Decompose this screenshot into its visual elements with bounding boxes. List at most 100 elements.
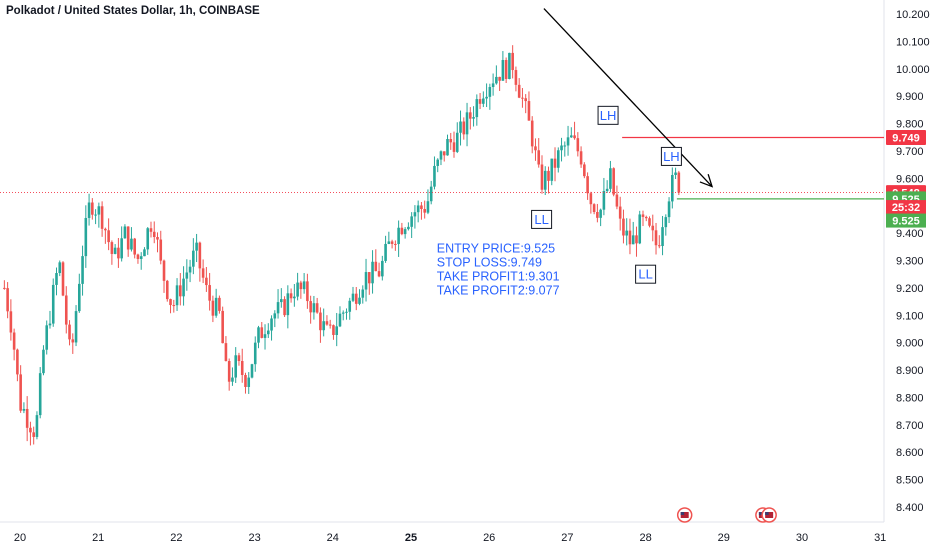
candle-body <box>534 146 537 151</box>
candle-body <box>3 287 6 289</box>
candle-body <box>6 288 9 312</box>
candle-body <box>413 212 417 217</box>
trend-arrow-line[interactable] <box>543 8 713 187</box>
candle-body <box>162 260 166 281</box>
candle-body <box>273 313 277 319</box>
candle-body <box>651 225 655 231</box>
candle-body <box>247 377 251 387</box>
candle-body <box>48 323 52 326</box>
candle-body <box>400 227 404 235</box>
pattern-label-box <box>660 146 682 166</box>
candle-body <box>618 206 622 219</box>
candle-body <box>449 139 453 143</box>
candle-body <box>179 285 182 297</box>
y-tick-label: 10.000 <box>896 64 930 76</box>
event-flag-icon[interactable] <box>676 507 693 523</box>
candle-body <box>491 83 495 88</box>
candle-body <box>371 261 374 284</box>
candle-body <box>638 214 642 244</box>
candle-body <box>416 205 420 213</box>
candle-body <box>325 321 329 325</box>
price-badge-entry-overlay: 9.525 <box>886 213 926 228</box>
trade-annotation: TAKE PROFIT1:9.301 <box>437 269 560 283</box>
event-flag-icon[interactable] <box>761 507 777 523</box>
candle-body <box>94 214 97 216</box>
candle-body <box>550 158 554 181</box>
candle-body <box>260 327 264 338</box>
candle-body <box>661 227 664 247</box>
candle-body <box>84 217 88 257</box>
candle-body <box>25 408 29 428</box>
y-tick-label: 9.700 <box>896 146 924 158</box>
candle-body <box>335 326 339 335</box>
candle-body <box>367 272 371 284</box>
event-icon-canton <box>680 512 685 515</box>
candle-body <box>332 325 335 335</box>
candle-body <box>312 303 316 313</box>
candle-body <box>156 237 159 240</box>
candle-body <box>175 285 179 306</box>
x-tick-label: 26 <box>483 532 495 544</box>
y-tick-label: 8.900 <box>896 365 924 377</box>
y-tick-label: 10.200 <box>896 9 930 21</box>
candle-body <box>589 193 593 205</box>
candle-body <box>485 96 488 99</box>
candle-body <box>322 321 325 331</box>
candle-body <box>113 247 117 254</box>
candle-body <box>345 311 348 313</box>
pattern-label-text: LL <box>534 212 548 227</box>
candle-body <box>397 227 400 245</box>
candle-body <box>61 262 65 296</box>
candle-body <box>612 168 615 195</box>
candle-body <box>524 98 527 102</box>
candle-body <box>270 318 273 331</box>
candle-body <box>71 339 75 343</box>
candle-body <box>237 355 241 362</box>
candle-body <box>403 229 407 235</box>
price-badge-entry-overlay-text: 9.525 <box>892 216 920 228</box>
candle-body <box>573 135 576 139</box>
x-tick-label: 31 <box>874 532 886 544</box>
candle-body <box>563 145 567 147</box>
pattern-label-box <box>635 264 657 284</box>
candle-body <box>377 271 381 277</box>
candle-body <box>81 256 84 284</box>
candle-body <box>667 201 671 218</box>
pattern-label-ll[interactable]: LL <box>531 209 553 229</box>
candle-body <box>586 176 589 194</box>
candle-body <box>253 342 257 365</box>
candle-body <box>560 145 563 151</box>
candle-body <box>201 268 205 278</box>
candle-body <box>498 76 501 81</box>
pattern-label-box <box>597 105 619 125</box>
candle-body <box>576 138 580 152</box>
y-tick-label: 9.100 <box>896 310 924 322</box>
candle-body <box>240 361 244 375</box>
y-tick-label: 8.600 <box>896 447 924 459</box>
candle-body <box>530 120 534 147</box>
candle-body <box>364 272 368 290</box>
y-tick-label: 8.400 <box>896 502 924 514</box>
candles <box>3 45 681 446</box>
candle-body <box>64 295 68 325</box>
candle-body <box>644 216 648 219</box>
candle-body <box>38 373 42 416</box>
pattern-label-ll[interactable]: LL <box>635 264 657 284</box>
candle-body <box>100 206 104 229</box>
candle-body <box>120 238 123 259</box>
candle-body <box>452 142 456 152</box>
y-tick-label: 9.800 <box>896 119 924 131</box>
candle-body <box>263 334 267 338</box>
candle-body <box>293 296 296 299</box>
candle-body <box>169 299 172 306</box>
candle-body <box>97 206 101 215</box>
candle-body <box>341 312 345 314</box>
candle-body <box>139 256 143 259</box>
candle-body <box>231 377 234 382</box>
candle-body <box>674 172 677 176</box>
pattern-label-lh[interactable]: LH <box>597 105 619 125</box>
pattern-label-lh[interactable]: LH <box>660 146 682 166</box>
countdown-badge: 25:32 <box>886 200 926 215</box>
